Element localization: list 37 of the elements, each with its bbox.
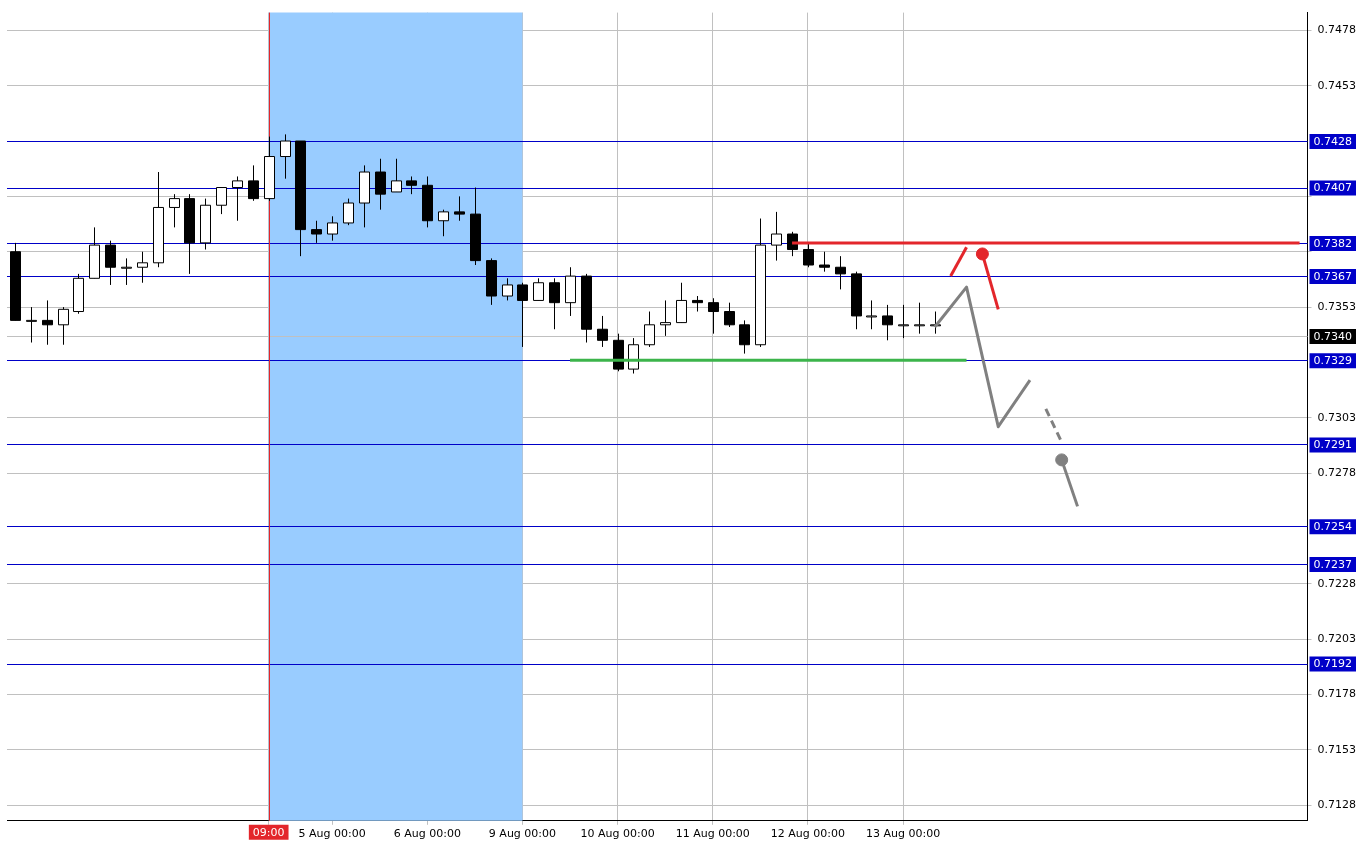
y-tick-label: 0.7178 <box>1317 687 1357 701</box>
ref-line-label: 0.7367 <box>1313 269 1353 283</box>
candlestick <box>517 282 528 348</box>
x-tick-label: 13 Aug 00:00 <box>866 827 941 841</box>
y-tick-label: 0.7228 <box>1317 576 1357 590</box>
x-tick-label: 09:00 <box>252 825 285 839</box>
y-tick-label: 0.7303 <box>1317 410 1357 424</box>
x-tick-label: 5 Aug 00:00 <box>298 827 366 841</box>
y-tick-label: 0.7453 <box>1317 78 1357 92</box>
candlestick <box>137 251 148 284</box>
ref-line-label: 0.7382 <box>1313 236 1353 250</box>
candlestick <box>216 187 227 215</box>
x-tick-label: 11 Aug 00:00 <box>675 827 750 841</box>
ref-line-label: 0.7428 <box>1313 134 1353 148</box>
x-tick-label: 10 Aug 00:00 <box>580 827 655 841</box>
candlestick <box>311 220 322 244</box>
y-tick-label: 0.7128 <box>1317 798 1357 812</box>
y-tick-label: 0.7278 <box>1317 466 1357 480</box>
y-tick-label: 0.7153 <box>1317 742 1357 756</box>
ref-line-label: 0.7237 <box>1313 557 1353 571</box>
candlestick <box>708 297 719 335</box>
x-tick-label: 12 Aug 00:00 <box>770 827 846 841</box>
y-tick-label: 0.7478 <box>1317 23 1357 37</box>
ref-line-label: 0.7192 <box>1313 657 1353 671</box>
ref-line-label: 0.7329 <box>1313 354 1353 368</box>
candlestick <box>327 215 338 242</box>
candlestick <box>533 277 544 301</box>
x-tick-label: 9 Aug 00:00 <box>488 827 557 841</box>
ref-line-label: 0.7407 <box>1313 181 1353 195</box>
ref-line-label: 0.7340 <box>1313 329 1353 343</box>
y-tick-label: 0.7353 <box>1317 299 1357 313</box>
ref-line-label: 0.7254 <box>1313 520 1353 534</box>
x-tick-label: 6 Aug 00:00 <box>393 827 461 841</box>
candlestick <box>454 195 465 222</box>
ref-line-label: 0.7291 <box>1313 438 1353 452</box>
y-tick-label: 0.7203 <box>1317 632 1357 646</box>
candlestick <box>169 193 180 228</box>
